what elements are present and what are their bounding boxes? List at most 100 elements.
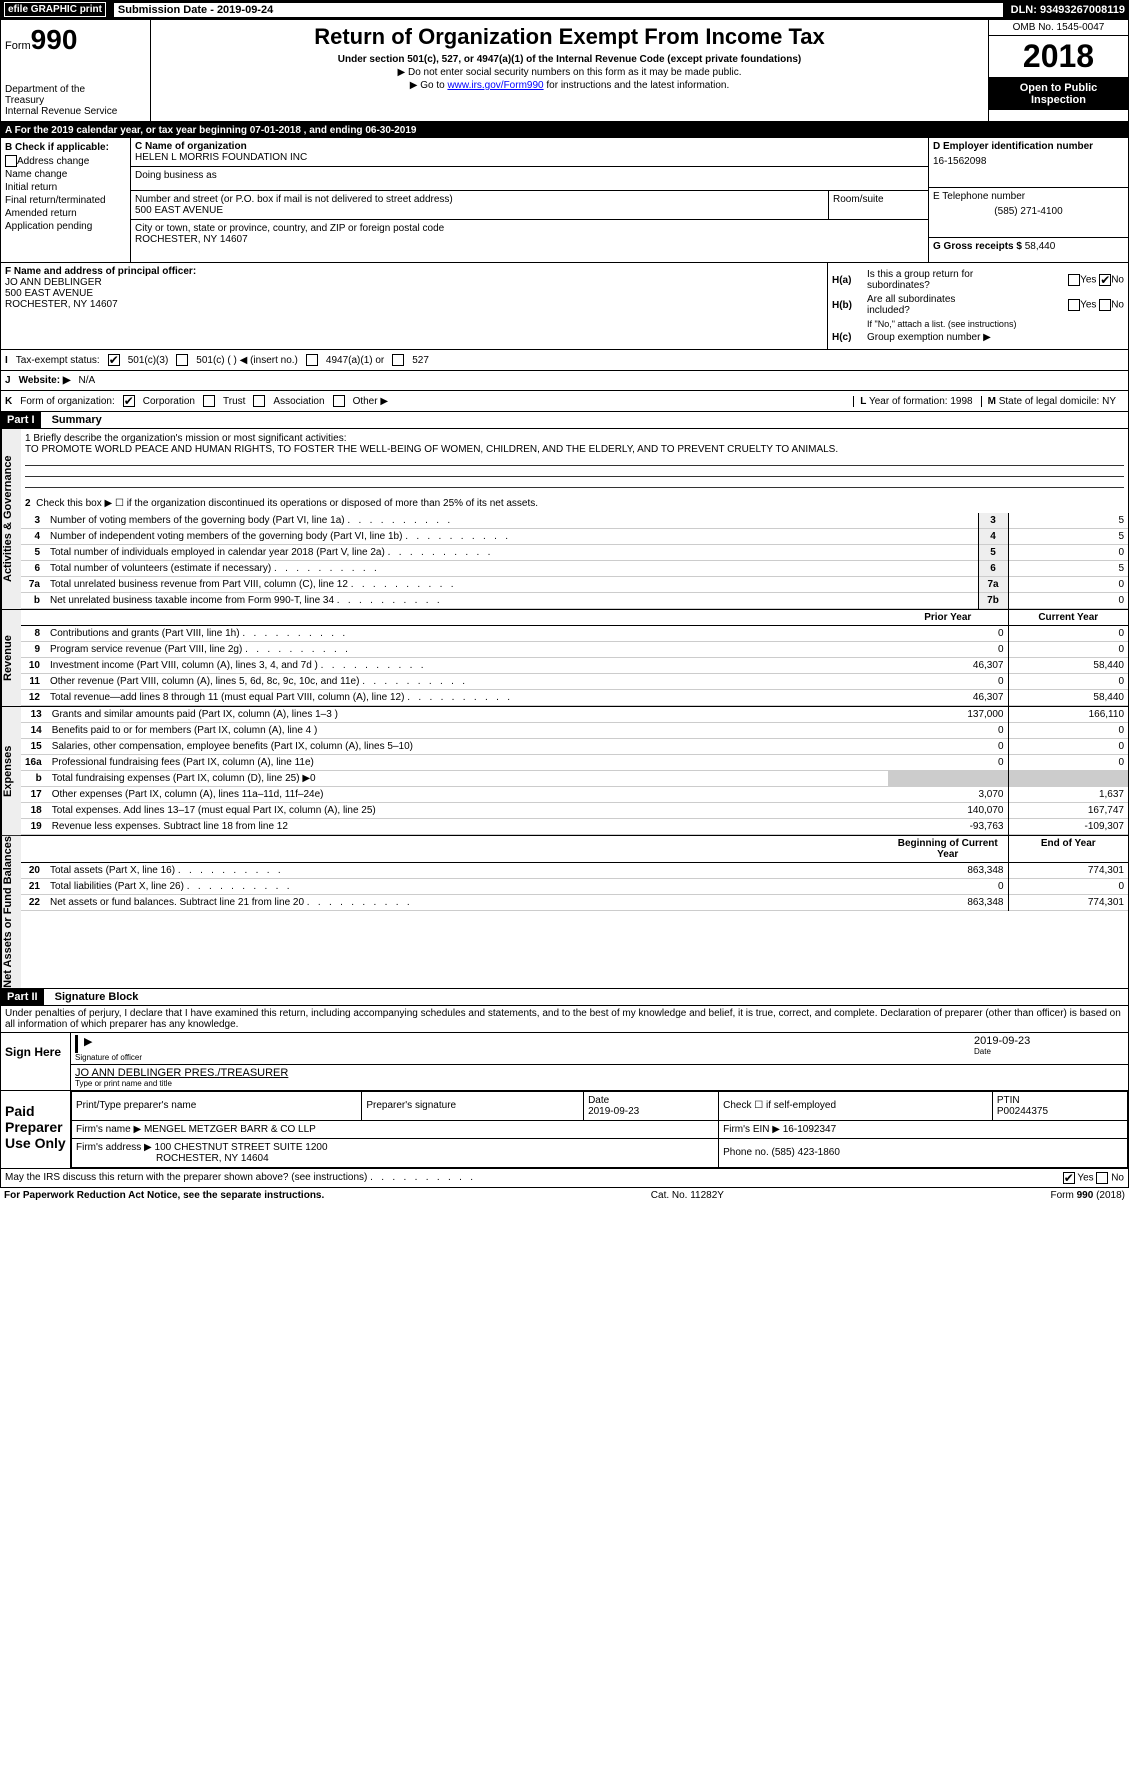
sig-officer-label: Signature of officer [75, 1053, 974, 1062]
net-content: Beginning of Current Year End of Year20 … [21, 836, 1128, 988]
checkbox-icon[interactable] [5, 155, 17, 167]
checkbox-icon[interactable] [392, 354, 404, 366]
row-k: K Form of organization: Corporation Trus… [1, 390, 1128, 412]
sig-date-label: Date [974, 1047, 1124, 1056]
b-item-0: Address change [17, 156, 89, 167]
arrow-icon: ▶ [75, 1035, 974, 1053]
table-row: 9 Program service revenue (Part VIII, li… [21, 642, 1128, 658]
i-opt2: 501(c) ( ) ◀ (insert no.) [196, 355, 298, 366]
table-row: 13 Grants and similar amounts paid (Part… [21, 707, 1128, 723]
sig-name: JO ANN DEBLINGER PRES./TREASURER [75, 1067, 1124, 1079]
curr-val: 0 [1008, 739, 1128, 755]
line-box: 5 [978, 545, 1008, 561]
prior-val: 0 [888, 755, 1008, 771]
firm-addr1: 100 CHESTNUT STREET SUITE 1200 [155, 1142, 328, 1153]
checkbox-icon[interactable] [203, 395, 215, 407]
line-desc: Total number of individuals employed in … [46, 545, 978, 561]
table-row: Firm's name ▶ MENGEL METZGER BARR & CO L… [72, 1120, 1128, 1138]
line-val: 0 [1008, 577, 1128, 593]
c-label: C Name of organization [135, 141, 924, 152]
line-val: 5 [1008, 561, 1128, 577]
line-num: 21 [21, 879, 46, 895]
line-num: 11 [21, 674, 46, 690]
l-value: 1998 [950, 396, 972, 407]
f-addr1: 500 EAST AVENUE [5, 288, 823, 299]
curr-val: 58,440 [1008, 658, 1128, 674]
i-opt4: 527 [412, 355, 429, 366]
line-desc: Professional fundraising fees (Part IX, … [48, 755, 888, 771]
table-row: Firm's address ▶ 100 CHESTNUT STREET SUI… [72, 1138, 1128, 1167]
checkbox-icon[interactable] [253, 395, 265, 407]
checkbox-icon[interactable] [1068, 299, 1080, 311]
preparer-label: Paid Preparer Use Only [1, 1091, 71, 1168]
prior-val: 0 [888, 674, 1008, 690]
hb-row: H(b) Are all subordinates included? Yes … [832, 294, 1124, 316]
checkbox-icon[interactable] [176, 354, 188, 366]
prior-val: 46,307 [888, 658, 1008, 674]
ptin: PTINP00244375 [992, 1091, 1127, 1120]
table-header: Prior Year Current Year [21, 610, 1128, 626]
part1-header-row: Part I Summary [1, 412, 1128, 429]
gov-table: 3 Number of voting members of the govern… [21, 513, 1128, 609]
line-desc: Program service revenue (Part VIII, line… [46, 642, 888, 658]
curr-val: -109,307 [1008, 819, 1128, 835]
checkbox-icon[interactable] [1068, 274, 1080, 286]
expenses-content: 13 Grants and similar amounts paid (Part… [21, 707, 1128, 835]
check-self: Check ☐ if self-employed [719, 1091, 993, 1120]
no-label: No [1111, 300, 1124, 311]
line-box: 4 [978, 529, 1008, 545]
right-box: OMB No. 1545-0047 2018 Open to Public In… [988, 20, 1128, 121]
l-label: L [860, 396, 866, 407]
prior-header: Prior Year [888, 610, 1008, 626]
checkbox-icon[interactable] [306, 354, 318, 366]
k-text: Form of organization: [20, 396, 115, 407]
line-desc: Total revenue—add lines 8 through 11 (mu… [46, 690, 888, 706]
efile-badge: efile GRAPHIC print [4, 2, 106, 17]
line-desc: Benefits paid to or for members (Part IX… [48, 723, 888, 739]
checkbox-icon[interactable] [1099, 299, 1111, 311]
curr-val: 0 [1008, 626, 1128, 642]
line-desc: Total liabilities (Part X, line 26) [46, 879, 888, 895]
prior-val: 3,070 [888, 787, 1008, 803]
discuss-yn: Yes No [1063, 1172, 1124, 1184]
dba-label: Doing business as [135, 170, 924, 181]
section-d: D Employer identification number 16-1562… [929, 138, 1128, 188]
section-h: H(a) Is this a group return for subordin… [828, 263, 1128, 349]
line-num: 14 [21, 723, 48, 739]
sign-here-row: Sign Here ▶ Signature of officer 2019-09… [1, 1033, 1128, 1091]
checkbox-icon[interactable] [1063, 1172, 1075, 1184]
checkbox-icon[interactable] [1096, 1172, 1108, 1184]
checkbox-icon[interactable] [108, 354, 120, 366]
line-num: 6 [21, 561, 46, 577]
checkbox-icon[interactable] [123, 395, 135, 407]
line-desc: Total expenses. Add lines 13–17 (must eq… [48, 803, 888, 819]
table-row: 8 Contributions and grants (Part VIII, l… [21, 626, 1128, 642]
line-desc: Salaries, other compensation, employee b… [48, 739, 888, 755]
k-opt0: Corporation [143, 396, 195, 407]
efile-text: GRAPHIC print [31, 4, 102, 15]
sig-line2: JO ANN DEBLINGER PRES./TREASURER Type or… [71, 1065, 1128, 1090]
omb-number: OMB No. 1545-0047 [989, 20, 1128, 36]
line-val: 0 [1008, 545, 1128, 561]
discuss-text: May the IRS discuss this return with the… [5, 1172, 473, 1183]
table-row: b Total fundraising expenses (Part IX, c… [21, 771, 1128, 787]
checkbox-icon[interactable] [333, 395, 345, 407]
curr-val: 0 [1008, 642, 1128, 658]
ptin-label: PTIN [997, 1095, 1020, 1106]
preparer-row: Paid Preparer Use Only Print/Type prepar… [1, 1091, 1128, 1169]
irs-link[interactable]: www.irs.gov/Form990 [447, 80, 543, 91]
sig-officer-field[interactable]: ▶ Signature of officer [75, 1035, 974, 1062]
yes-label: Yes [1080, 300, 1096, 311]
table-row: 21 Total liabilities (Part X, line 26) 0… [21, 879, 1128, 895]
checkbox-icon[interactable] [1099, 274, 1111, 286]
prior-val: 0 [888, 642, 1008, 658]
part2-title: Signature Block [47, 991, 139, 1003]
phone-label: Phone no. [723, 1147, 771, 1158]
line-num: 18 [21, 803, 48, 819]
yes-label: Yes [1080, 275, 1096, 286]
sig-date-field: 2019-09-23 Date [974, 1035, 1124, 1062]
line-num: 4 [21, 529, 46, 545]
end-header: End of Year [1008, 836, 1128, 863]
ha-yn: Yes No [1068, 274, 1124, 286]
k-label: K [5, 396, 12, 407]
